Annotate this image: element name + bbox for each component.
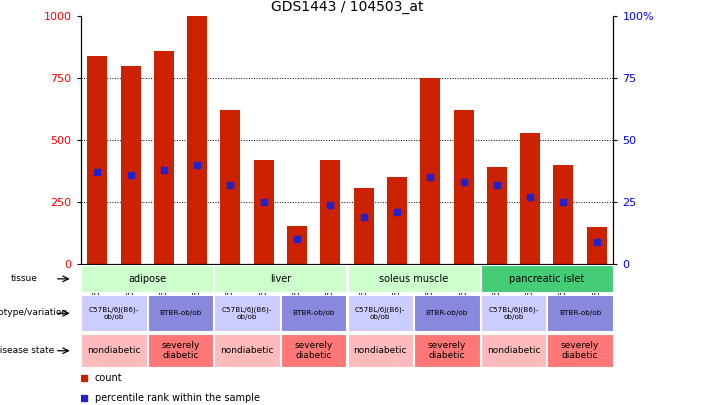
Bar bbox=[454, 111, 474, 264]
Text: tissue: tissue bbox=[11, 274, 38, 283]
Bar bbox=[215, 265, 346, 292]
Text: severely
diabetic: severely diabetic bbox=[561, 341, 599, 360]
Bar bbox=[281, 295, 346, 331]
Text: soleus muscle: soleus muscle bbox=[379, 274, 448, 284]
Bar bbox=[215, 295, 280, 331]
Text: nondiabetic: nondiabetic bbox=[486, 346, 540, 355]
Bar bbox=[547, 295, 613, 331]
Text: nondiabetic: nondiabetic bbox=[220, 346, 274, 355]
Text: C57BL/6J(B6)-
ob/ob: C57BL/6J(B6)- ob/ob bbox=[89, 307, 139, 320]
Text: severely
diabetic: severely diabetic bbox=[294, 341, 333, 360]
Text: disease state: disease state bbox=[0, 345, 54, 354]
Bar bbox=[520, 133, 540, 264]
Bar bbox=[81, 265, 213, 292]
Bar bbox=[348, 335, 413, 367]
Bar bbox=[148, 335, 213, 367]
Bar bbox=[414, 295, 479, 331]
Bar bbox=[414, 335, 479, 367]
Bar bbox=[221, 111, 240, 264]
Text: C57BL/6J(B6)-
ob/ob: C57BL/6J(B6)- ob/ob bbox=[489, 307, 538, 320]
Bar bbox=[215, 335, 280, 367]
Bar bbox=[281, 335, 346, 367]
Text: C57BL/6J(B6)-
ob/ob: C57BL/6J(B6)- ob/ob bbox=[222, 307, 272, 320]
Text: pancreatic islet: pancreatic islet bbox=[509, 274, 585, 284]
Bar bbox=[287, 226, 307, 264]
Text: BTBR-ob/ob: BTBR-ob/ob bbox=[426, 310, 468, 316]
Bar bbox=[354, 188, 374, 264]
Bar bbox=[481, 335, 546, 367]
Text: BTBR-ob/ob: BTBR-ob/ob bbox=[159, 310, 202, 316]
Bar bbox=[486, 167, 507, 264]
Bar bbox=[148, 295, 213, 331]
Text: percentile rank within the sample: percentile rank within the sample bbox=[95, 393, 260, 403]
Bar bbox=[88, 56, 107, 264]
Text: severely
diabetic: severely diabetic bbox=[161, 341, 200, 360]
Bar bbox=[81, 335, 147, 367]
Bar bbox=[81, 295, 147, 331]
Bar bbox=[481, 265, 613, 292]
Text: BTBR-ob/ob: BTBR-ob/ob bbox=[292, 310, 335, 316]
Bar bbox=[154, 51, 174, 264]
Bar bbox=[348, 295, 413, 331]
Text: adipose: adipose bbox=[128, 274, 166, 284]
Bar bbox=[320, 160, 341, 264]
Text: genotype/variation: genotype/variation bbox=[0, 308, 67, 317]
Text: nondiabetic: nondiabetic bbox=[87, 346, 141, 355]
Bar bbox=[554, 165, 573, 264]
Bar bbox=[348, 265, 479, 292]
Text: BTBR-ob/ob: BTBR-ob/ob bbox=[559, 310, 601, 316]
Text: nondiabetic: nondiabetic bbox=[353, 346, 407, 355]
Bar bbox=[421, 78, 440, 264]
Bar bbox=[587, 227, 606, 264]
Text: liver: liver bbox=[270, 274, 291, 284]
Bar bbox=[387, 177, 407, 264]
Title: GDS1443 / 104503_at: GDS1443 / 104503_at bbox=[271, 0, 423, 14]
Bar bbox=[481, 295, 546, 331]
Bar bbox=[547, 335, 613, 367]
Bar bbox=[121, 66, 141, 264]
Text: C57BL/6J(B6)-
ob/ob: C57BL/6J(B6)- ob/ob bbox=[355, 307, 405, 320]
Text: severely
diabetic: severely diabetic bbox=[428, 341, 466, 360]
Text: count: count bbox=[95, 373, 123, 383]
Bar bbox=[187, 16, 207, 264]
Bar bbox=[254, 160, 273, 264]
